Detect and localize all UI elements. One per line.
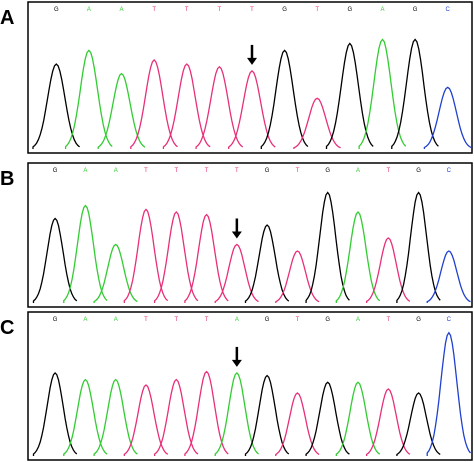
panel-label: B: [0, 168, 14, 190]
peak: [325, 42, 374, 150]
base-call: G: [348, 7, 353, 13]
base-call: G: [53, 317, 58, 323]
peak: [63, 204, 108, 304]
base-call: T: [185, 7, 189, 13]
base-call: A: [356, 168, 360, 174]
panel-frame: [27, 311, 473, 461]
base-call: G: [265, 168, 270, 174]
peak: [305, 191, 350, 304]
peak: [153, 378, 199, 457]
arrow-head: [231, 231, 242, 239]
base-call: G: [325, 168, 330, 174]
peak: [184, 370, 229, 457]
panel-frame: [27, 1, 473, 154]
base-call: A: [235, 317, 239, 323]
base-call: T: [205, 168, 209, 174]
base-call: G: [416, 168, 421, 174]
base-call: G: [416, 317, 421, 323]
base-call: A: [83, 168, 87, 174]
base-call: A: [120, 7, 124, 13]
peak: [423, 86, 472, 150]
base-call: C: [447, 317, 452, 323]
base-call: G: [54, 7, 59, 13]
base-call: A: [87, 7, 91, 13]
peak: [391, 38, 439, 150]
base-call: T: [152, 7, 156, 13]
base-call: C: [447, 168, 452, 174]
peak: [335, 210, 381, 304]
peak: [293, 97, 341, 150]
peak: [97, 72, 146, 150]
base-call: T: [218, 7, 222, 13]
base-call: T: [174, 317, 178, 323]
base-call: T: [235, 168, 239, 174]
peak: [275, 392, 320, 457]
peak: [93, 243, 138, 304]
base-call: T: [386, 168, 390, 174]
base-call: G: [413, 7, 418, 13]
base-call: T: [144, 317, 148, 323]
peak: [162, 63, 211, 150]
base-call: T: [205, 317, 209, 323]
base-call: G: [325, 317, 330, 323]
peak: [335, 381, 381, 457]
peak: [426, 331, 472, 457]
peak: [396, 392, 441, 457]
base-call: A: [83, 317, 87, 323]
base-call: A: [380, 7, 384, 13]
panel-frame: [27, 162, 473, 308]
base-call: T: [144, 168, 148, 174]
peak: [32, 217, 78, 304]
peak: [195, 65, 244, 150]
base-call: T: [296, 168, 300, 174]
arrow-head: [247, 57, 257, 65]
peak: [305, 381, 350, 457]
peak: [214, 371, 259, 457]
base-call: G: [265, 317, 270, 323]
arrow-head: [231, 359, 242, 367]
peak: [64, 49, 113, 150]
peak: [130, 59, 178, 150]
peak: [244, 374, 290, 457]
base-call: T: [296, 317, 300, 323]
peak: [63, 378, 108, 457]
peak: [275, 250, 320, 304]
base-call: G: [53, 168, 58, 174]
base-call: T: [386, 317, 390, 323]
base-call: A: [356, 317, 360, 323]
panel-label: C: [0, 317, 14, 339]
peak: [153, 210, 199, 304]
peak: [244, 224, 290, 304]
peak: [184, 213, 229, 304]
peak: [123, 384, 169, 457]
peak: [358, 38, 407, 150]
base-call: T: [174, 168, 178, 174]
peak: [365, 237, 411, 304]
peak: [426, 250, 471, 304]
peak: [396, 191, 441, 304]
peak: [365, 388, 411, 457]
peak: [214, 243, 259, 304]
base-call: T: [250, 7, 254, 13]
peak: [228, 70, 276, 150]
base-call: C: [446, 7, 451, 13]
base-call: A: [114, 317, 118, 323]
peak: [32, 371, 78, 457]
peak: [123, 208, 169, 304]
base-call: T: [315, 7, 319, 13]
peak: [93, 378, 138, 457]
base-call: G: [282, 7, 287, 13]
base-call: A: [114, 168, 118, 174]
peak: [32, 63, 81, 150]
peak: [260, 49, 309, 150]
panel-label: A: [0, 7, 14, 29]
